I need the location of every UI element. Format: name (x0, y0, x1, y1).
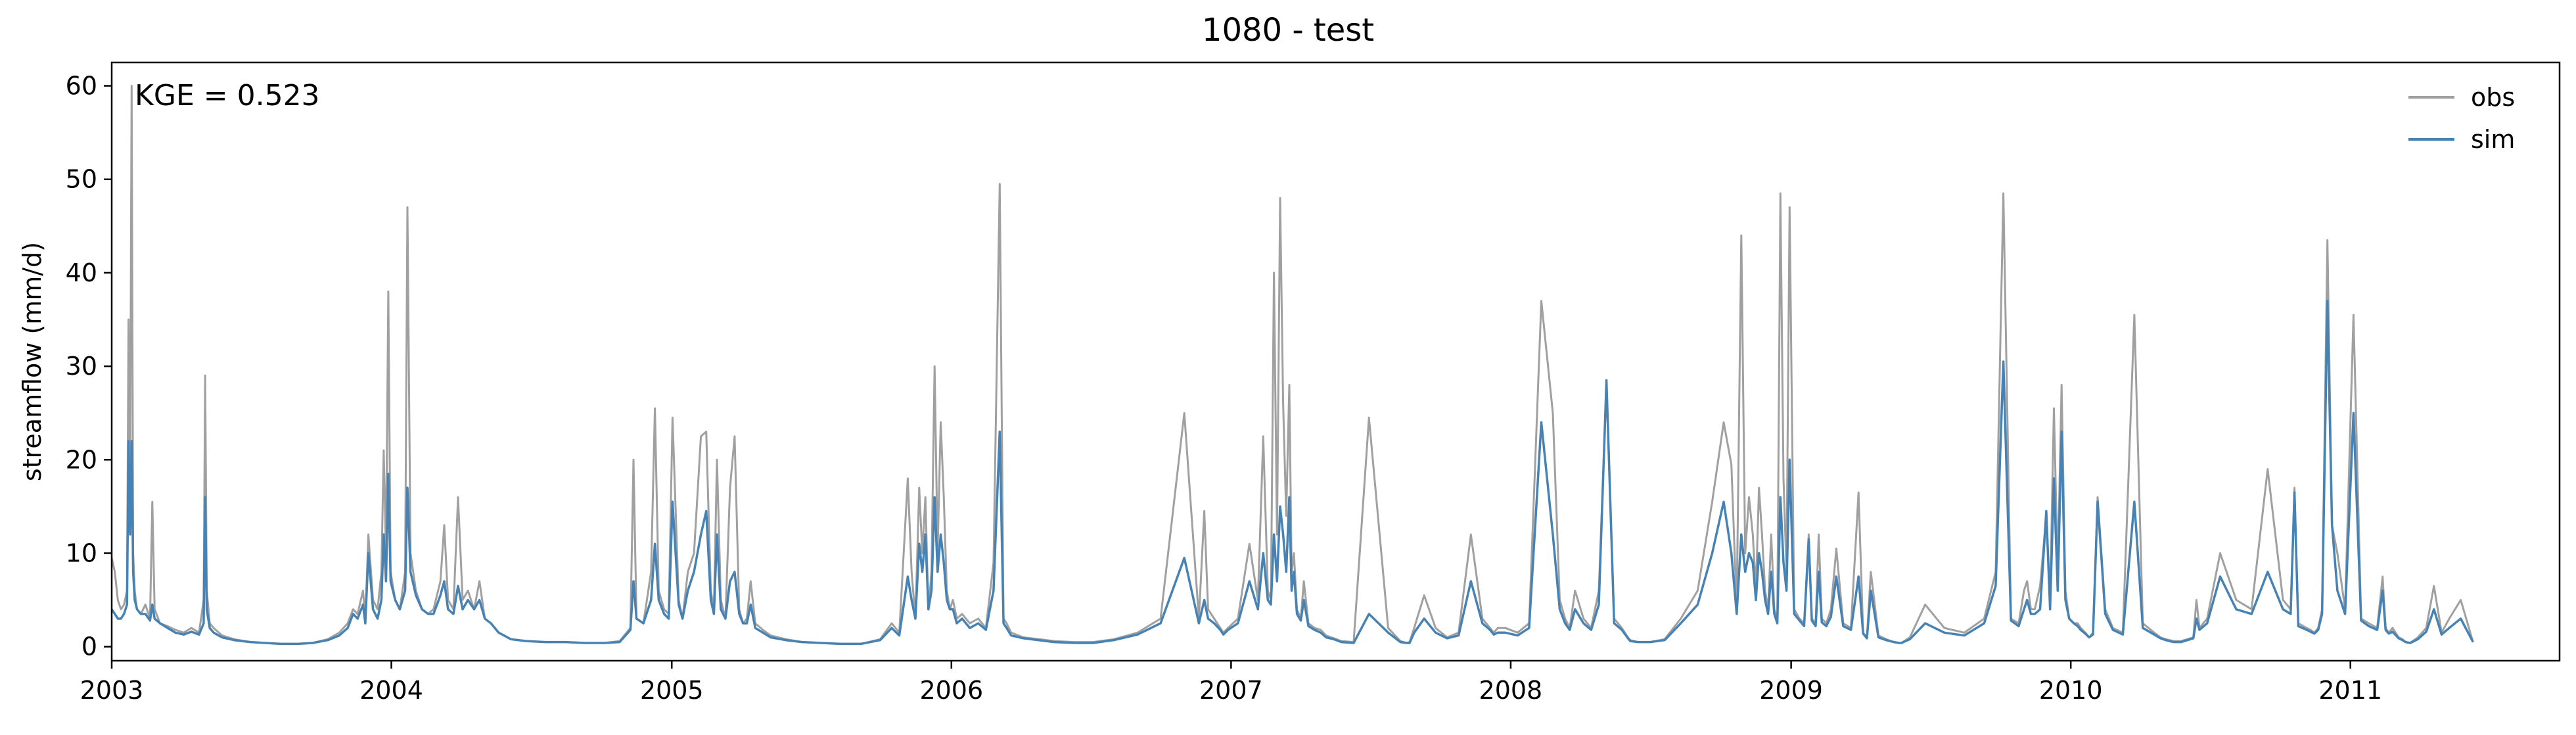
y-tick-label: 40 (66, 258, 97, 287)
plot-area (112, 62, 2560, 661)
y-tick-label: 60 (66, 72, 97, 101)
x-tick-label: 2009 (1759, 676, 1823, 705)
x-tick-label: 2007 (1199, 676, 1263, 705)
series-layer (110, 85, 2474, 646)
legend-label-sim: sim (2471, 125, 2515, 154)
legend-label-obs: obs (2471, 83, 2515, 112)
y-axis: 0 10 20 30 40 50 60 (66, 72, 112, 661)
x-tick-label: 2010 (2039, 676, 2103, 705)
series-line-sim (110, 299, 2474, 646)
x-tick-label: 2006 (919, 676, 983, 705)
y-tick-label: 30 (66, 352, 97, 381)
x-axis: 2003 2004 2005 2006 2007 2008 2009 2010 2011 (80, 661, 2382, 705)
y-tick-label: 10 (66, 538, 97, 567)
y-tick-label: 20 (66, 445, 97, 474)
x-tick-label: 2004 (359, 676, 423, 705)
x-tick-label: 2005 (640, 676, 704, 705)
x-tick-label: 2008 (1479, 676, 1543, 705)
y-tick-label: 0 (81, 632, 97, 661)
legend: obs sim (2408, 83, 2515, 154)
plot-frame (110, 61, 2561, 662)
kge-annotation: KGE = 0.523 (135, 79, 320, 112)
y-tick-label: 50 (66, 165, 97, 194)
x-tick-label: 2011 (2318, 676, 2382, 705)
x-tick-label: 2003 (80, 676, 144, 705)
y-axis-label: streamflow (mm/d) (18, 242, 47, 481)
chart-title: 1080 - test (1202, 12, 1374, 49)
